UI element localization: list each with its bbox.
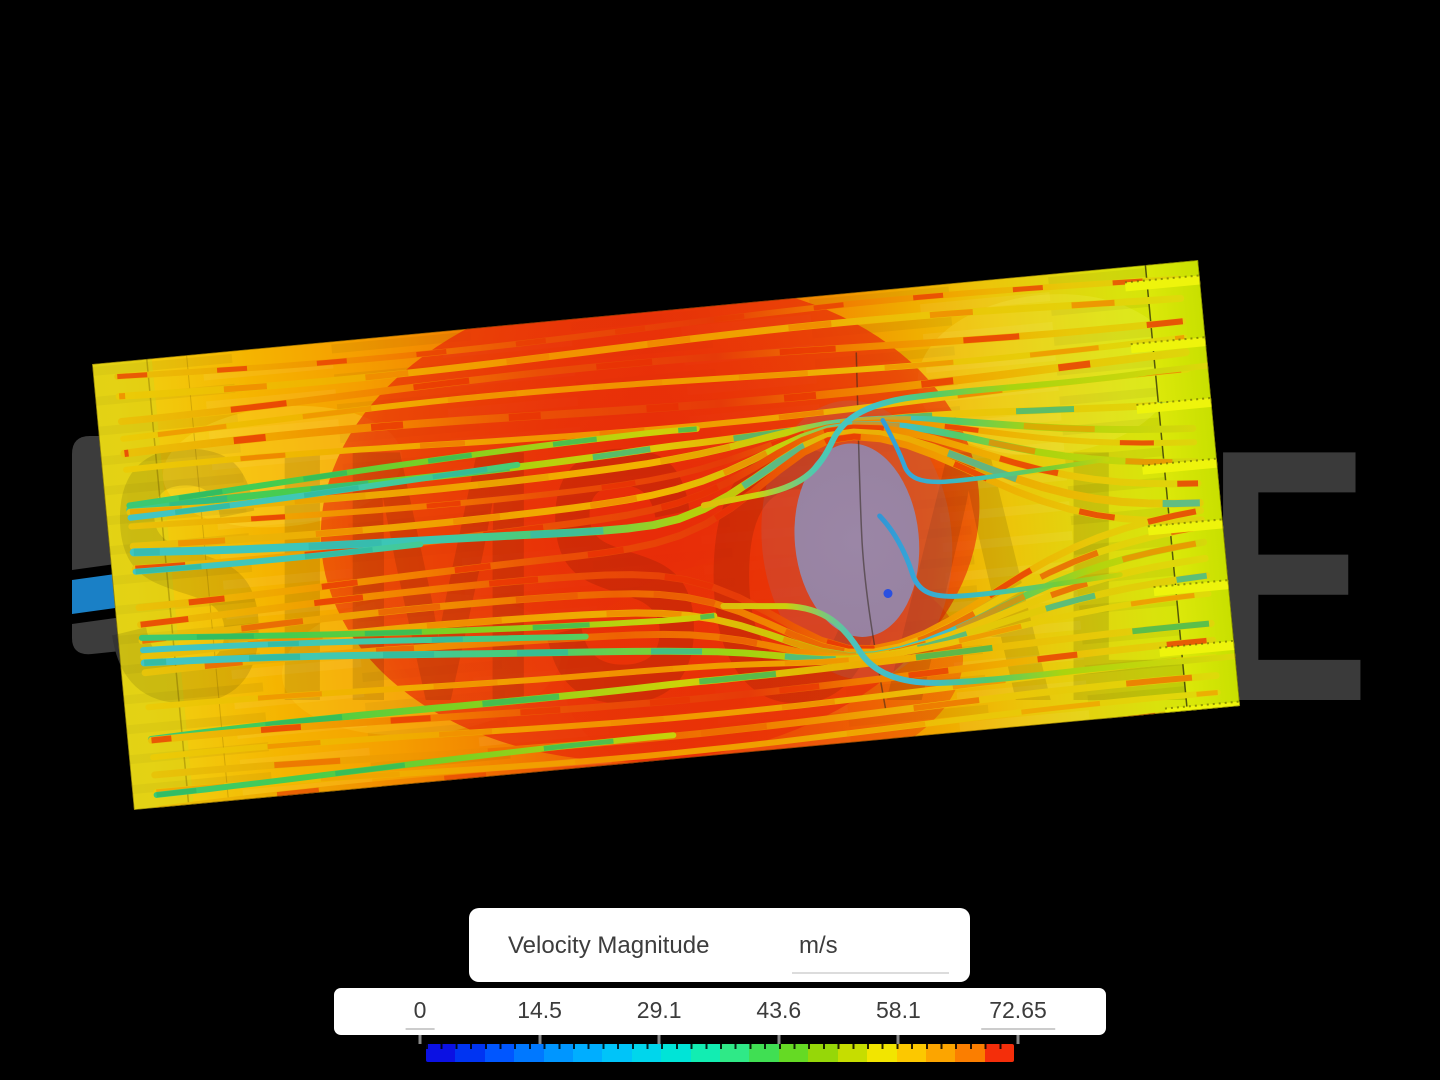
streamline-segment [135, 541, 421, 575]
streamline-segment [121, 318, 1184, 425]
outlet-rib [1124, 275, 1202, 292]
streamline-segment [141, 523, 1203, 656]
streamline-segment [122, 334, 1185, 442]
legend-unit-field[interactable]: m/s [792, 932, 949, 974]
legend-field-name: Velocity Magnitude [508, 932, 710, 959]
colorbar-minor-ticks [426, 1044, 1014, 1049]
streamline-segment [154, 672, 1217, 778]
streamline-segment [130, 462, 518, 521]
streamline-segment [156, 732, 674, 798]
wake-region [794, 443, 920, 637]
outlet-rib [1153, 580, 1231, 597]
streamline [139, 633, 589, 654]
outlet-rib-ticks [1147, 518, 1224, 528]
colorbar-tick [418, 1035, 422, 1044]
outlet-rib [1130, 337, 1208, 354]
streamlines [114, 275, 1240, 811]
colorbar-tick-label: 58.1 [876, 997, 921, 1023]
streamline-curved [877, 513, 1123, 599]
simscale-logo-mark-bottom [72, 616, 130, 655]
streamline-segment [140, 507, 1202, 652]
slow-spot [883, 589, 893, 599]
streamline-segment [133, 421, 1197, 550]
colorbar-tick-label: 14.5 [517, 997, 562, 1023]
streamline [126, 425, 700, 509]
outlet-rib-ticks [1130, 336, 1207, 346]
colorbar-label-strip: 0 14.5 29.1 43.6 58.1 72.65 [334, 988, 1106, 1035]
outlet-rib-ticks [1124, 274, 1201, 284]
legend-title-box: Velocity Magnitude m/s [469, 908, 970, 982]
outlet-rib-ticks [1159, 639, 1236, 649]
colorbar-tick-label: 43.6 [756, 997, 802, 1023]
colorbar-max-label[interactable]: 72.65 [981, 997, 1055, 1030]
colorbar-tick [1016, 1035, 1020, 1044]
colorbar-tick-label: 29.1 [636, 997, 682, 1023]
outlet-rib [1142, 458, 1219, 475]
outlet-rib [1159, 640, 1236, 657]
outlet-rib [1136, 397, 1213, 414]
outlet-rib-ticks [1153, 579, 1230, 589]
streamline-curved [720, 602, 1240, 686]
outlet-rib-ticks [1142, 457, 1218, 467]
colorbar-tick [657, 1035, 661, 1044]
streamline-segment [133, 429, 1200, 556]
streamline [135, 433, 1205, 612]
streamline-curved [700, 362, 1213, 509]
streamline [114, 275, 1182, 380]
outlet-rib [1147, 519, 1225, 536]
streamline-segment [118, 295, 1181, 400]
colorbar-tick [896, 1035, 900, 1044]
colorbar-min-label[interactable]: 0 [405, 997, 435, 1030]
streamline-segment [144, 572, 1208, 666]
streamline [145, 590, 1212, 711]
streamline-curved [880, 417, 1110, 485]
streamline-segment [141, 613, 715, 641]
colorbar-tick [777, 1035, 781, 1044]
streamline-segment [151, 637, 1214, 744]
outlet-rib-ticks [1164, 700, 1241, 710]
colorbar-tick [538, 1035, 542, 1044]
streamline-segment [156, 690, 1218, 795]
streamline-segment [124, 348, 1187, 458]
streamline-segment [151, 620, 1212, 743]
streamline-segment [129, 416, 1193, 516]
streamline [126, 400, 1195, 514]
streamline [128, 419, 1198, 530]
outlet-rib-ticks [1136, 396, 1213, 406]
colorbar: 0 14.5 29.1 43.6 58.1 72.65 [334, 988, 1106, 1058]
